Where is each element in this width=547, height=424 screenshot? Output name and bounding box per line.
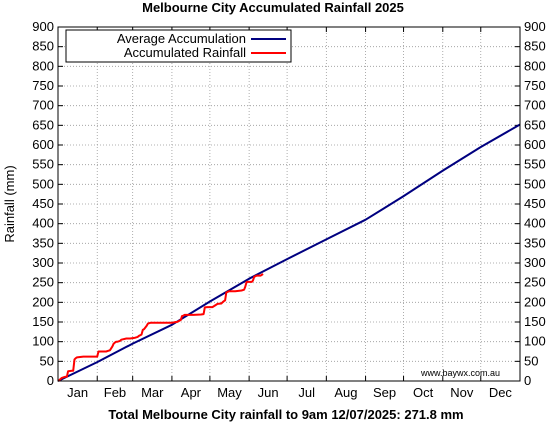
grid — [58, 27, 520, 381]
series-line-accumulated-rainfall — [57, 273, 264, 382]
legend-label-average: Average Accumulation — [117, 31, 246, 46]
y-tick-label-left: 200 — [32, 294, 54, 309]
y-tick-label-left: 250 — [32, 275, 54, 290]
y-tick-label-left: 450 — [32, 196, 54, 211]
y-tick-label-right: 0 — [524, 373, 531, 388]
y-tick-label-right: 700 — [524, 98, 546, 113]
y-tick-label-left: 550 — [32, 157, 54, 172]
y-tick-label-left: 0 — [47, 373, 54, 388]
y-tick-label-left: 700 — [32, 98, 54, 113]
y-tick-label-left: 600 — [32, 137, 54, 152]
x-tick-label-jan: Jan — [67, 385, 88, 400]
plot-frame — [57, 26, 521, 382]
y-tick-label-right: 350 — [524, 235, 546, 250]
y-tick-label-left: 750 — [32, 78, 54, 93]
x-tick-label-apr: Apr — [181, 385, 202, 400]
y-tick-label-right: 300 — [524, 255, 546, 270]
x-tick-label-feb: Feb — [104, 385, 126, 400]
y-tick-label-right: 850 — [524, 39, 546, 54]
x-tick-label-may: May — [217, 385, 242, 400]
x-tick-label-sep: Sep — [373, 385, 396, 400]
y-axis-label: Rainfall (mm) — [2, 165, 17, 242]
x-tick-label-jul: Jul — [298, 385, 315, 400]
y-tick-label-left: 800 — [32, 58, 54, 73]
y-tick-label-left: 50 — [40, 353, 54, 368]
y-tick-label-left: 500 — [32, 176, 54, 191]
x-tick-label-oct: Oct — [413, 385, 434, 400]
x-axis: Jan Feb Mar Apr May Jun Jul Aug Sep Oct Nov Dec — [57, 27, 513, 400]
y-axis-right: 0 50 100 150 200 250 300 350 400 450 500 550 600 650 7… — [515, 19, 546, 388]
series-group — [57, 123, 521, 382]
y-tick-label-left: 900 — [32, 19, 54, 34]
y-tick-label-right: 600 — [524, 137, 546, 152]
chart-title: Melbourne City Accumulated Rainfall 2025 — [142, 0, 404, 15]
legend-box — [65, 29, 292, 63]
series-line-average-accumulation — [57, 123, 521, 382]
y-tick-label-right: 150 — [524, 314, 546, 329]
y-tick-label-left: 300 — [32, 255, 54, 270]
y-tick-label-right: 900 — [524, 19, 546, 34]
y-tick-label-right: 500 — [524, 176, 546, 191]
x-tick-label-aug: Aug — [334, 385, 357, 400]
y-tick-label-right: 50 — [524, 353, 538, 368]
x-tick-label-jun: Jun — [258, 385, 279, 400]
watermark: www.baywx.com.au — [420, 368, 500, 378]
x-tick-label-mar: Mar — [141, 385, 164, 400]
y-tick-label-left: 650 — [32, 117, 54, 132]
y-axis-left: 0 50 100 150 200 250 300 350 400 450 500 550 600 650 7… — [32, 19, 63, 388]
y-tick-label-right: 250 — [524, 275, 546, 290]
y-tick-label-left: 150 — [32, 314, 54, 329]
y-tick-label-left: 100 — [32, 334, 54, 349]
y-tick-label-right: 800 — [524, 58, 546, 73]
y-tick-label-right: 400 — [524, 216, 546, 231]
y-tick-label-right: 550 — [524, 157, 546, 172]
y-tick-label-right: 650 — [524, 117, 546, 132]
legend-label-accumulated: Accumulated Rainfall — [124, 45, 246, 60]
x-tick-label-nov: Nov — [450, 385, 474, 400]
footer-total: Total Melbourne City rainfall to 9am 12/… — [108, 407, 463, 422]
y-tick-label-left: 850 — [32, 39, 54, 54]
y-tick-label-right: 450 — [524, 196, 546, 211]
y-tick-label-left: 400 — [32, 216, 54, 231]
legend: Average Accumulation Accumulated Rainfal… — [65, 29, 292, 63]
y-tick-label-right: 200 — [524, 294, 546, 309]
y-tick-label-left: 350 — [32, 235, 54, 250]
y-tick-label-right: 100 — [524, 334, 546, 349]
y-tick-label-right: 750 — [524, 78, 546, 93]
x-tick-label-dec: Dec — [489, 385, 513, 400]
